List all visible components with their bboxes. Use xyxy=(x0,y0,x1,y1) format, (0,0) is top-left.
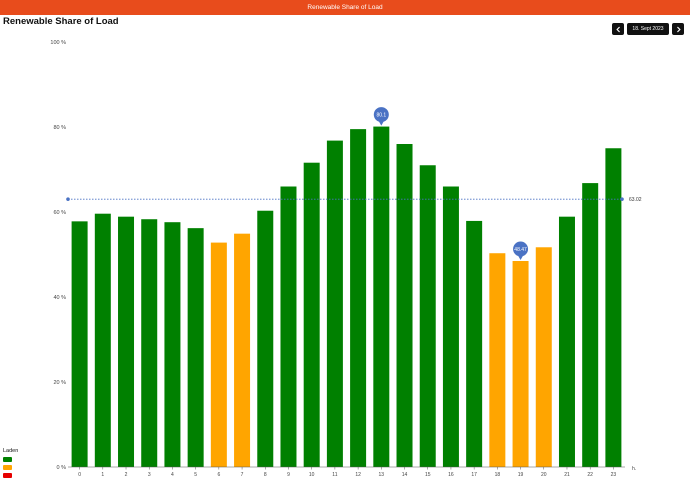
max-marker-pin xyxy=(373,107,389,123)
bar-hour-7[interactable] xyxy=(234,233,251,467)
bar-hour-19[interactable] xyxy=(512,261,529,467)
y-tick-label: 80 % xyxy=(53,125,66,131)
bar-hour-0[interactable] xyxy=(71,221,88,467)
y-axis: 0 % 20 % 40 % 60 % 80 % 100 % xyxy=(50,40,66,471)
previous-day-button[interactable] xyxy=(612,23,624,35)
markers: 80.1 48.47 xyxy=(373,107,529,261)
x-tick-label: 7 xyxy=(241,472,244,478)
x-tick-label: 21 xyxy=(564,472,570,478)
x-tick-label: 8 xyxy=(264,472,267,478)
next-day-button[interactable] xyxy=(672,23,684,35)
bar-hour-14[interactable] xyxy=(396,144,413,467)
bars xyxy=(71,126,622,468)
bar-hour-6[interactable] xyxy=(210,242,227,467)
x-tick-label: 0 xyxy=(78,472,81,478)
x-unit-label: h. xyxy=(632,466,636,472)
max-marker-label: 80.1 xyxy=(376,112,386,118)
date-picker-button[interactable]: 18. Sept 2023 xyxy=(627,23,669,35)
bar-hour-10[interactable] xyxy=(303,162,320,467)
bar-hour-23[interactable] xyxy=(605,148,622,467)
legend: Laden xyxy=(3,448,18,481)
chevron-right-icon xyxy=(676,26,681,32)
legend-swatch xyxy=(3,473,12,478)
min-marker-pin xyxy=(513,241,529,257)
legend-swatches xyxy=(3,457,18,478)
x-tick-label: 11 xyxy=(332,472,337,478)
bar-hour-20[interactable] xyxy=(535,247,552,467)
bar-hour-13[interactable] xyxy=(373,126,390,467)
x-tick-label: 17 xyxy=(471,472,477,478)
legend-swatch xyxy=(3,457,12,462)
average-line-end-dot xyxy=(620,197,624,201)
x-axis: 0 1 2 3 4 5 6 7 8 9 10 11 12 13 14 15 16 17 18 19 20 21 22 23h. xyxy=(68,466,636,478)
bar-hour-5[interactable] xyxy=(187,228,204,467)
x-tick-label: 16 xyxy=(448,472,454,478)
x-tick-label: 22 xyxy=(587,472,593,478)
bar-hour-4[interactable] xyxy=(164,222,181,467)
x-tick-label: 23 xyxy=(611,472,617,478)
y-tick-label: 60 % xyxy=(53,210,66,216)
bar-hour-18[interactable] xyxy=(489,253,506,467)
bar-hour-3[interactable] xyxy=(141,219,158,467)
app-header-title: Renewable Share of Load xyxy=(307,4,383,11)
chevron-left-icon xyxy=(615,26,620,32)
average-value-label: 63.02 xyxy=(629,197,642,203)
x-tick-label: 20 xyxy=(541,472,547,478)
x-tick-label: 14 xyxy=(402,472,408,478)
app-header-bar: Renewable Share of Load xyxy=(0,0,690,15)
bar-hour-16[interactable] xyxy=(442,186,459,468)
bar-hour-21[interactable] xyxy=(558,216,575,467)
x-tick-label: 18 xyxy=(495,472,501,478)
x-tick-label: 12 xyxy=(355,472,361,478)
x-tick-label: 2 xyxy=(125,472,128,478)
bar-hour-1[interactable] xyxy=(94,213,111,467)
y-tick-label: 20 % xyxy=(53,380,66,386)
x-tick-label: 19 xyxy=(518,472,524,478)
bar-hour-12[interactable] xyxy=(350,129,367,467)
x-tick-label: 4 xyxy=(171,472,174,478)
x-tick-label: 9 xyxy=(287,472,290,478)
page-title: Renewable Share of Load xyxy=(3,16,119,27)
x-tick-label: 10 xyxy=(309,472,315,478)
bar-hour-22[interactable] xyxy=(582,183,599,467)
y-tick-label: 0 % xyxy=(57,465,67,471)
bar-hour-17[interactable] xyxy=(466,220,483,467)
bar-hour-9[interactable] xyxy=(280,186,297,468)
bar-hour-8[interactable] xyxy=(257,210,274,467)
x-tick-label: 6 xyxy=(217,472,220,478)
average-line-group: 63.02 xyxy=(66,197,642,203)
legend-swatch xyxy=(3,465,12,470)
y-tick-label: 100 % xyxy=(50,40,66,46)
bar-hour-11[interactable] xyxy=(326,140,343,467)
average-line-start-dot xyxy=(66,197,70,201)
x-tick-label: 3 xyxy=(148,472,151,478)
bar-hour-15[interactable] xyxy=(419,165,436,467)
legend-title: Laden xyxy=(3,448,19,454)
y-tick-label: 40 % xyxy=(53,295,66,301)
x-tick-label: 1 xyxy=(101,472,104,478)
bar-hour-2[interactable] xyxy=(118,216,135,467)
x-tick-label: 13 xyxy=(379,472,385,478)
x-tick-label: 15 xyxy=(425,472,431,478)
min-marker-label: 48.47 xyxy=(514,247,527,253)
x-tick-label: 5 xyxy=(194,472,197,478)
